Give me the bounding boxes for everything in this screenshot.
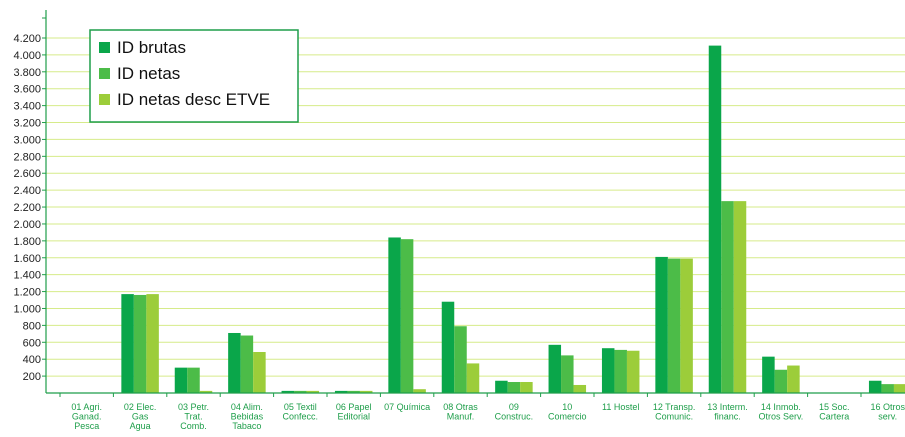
bar [762,356,775,393]
y-tick-label: 1.000 [13,303,41,315]
bar [388,237,401,393]
legend-label: ID brutas [117,38,186,57]
bar [121,294,134,393]
x-category-label: 07 Química [384,402,430,412]
bar [133,294,147,393]
y-tick-label: 1.800 [13,236,41,248]
y-tick-label: 3.000 [13,134,41,146]
bar [680,258,693,393]
bar [454,326,467,393]
x-category-labels: 01 Agri. Ganad. Pesca 02 Elec. Gas Agua 03 Pet… [71,402,905,431]
bar [187,367,200,393]
bar [733,201,747,393]
x-category-label: 05 Textil Confecc. [283,402,319,422]
bar [347,390,360,393]
y-tick-label: 3.600 [13,84,41,96]
y-tick-label: 2.000 [13,219,41,231]
x-category-label: 14 Inmob. Otros Serv. [758,402,803,422]
bar [520,382,533,393]
x-category-label: 09 Construc. [495,402,534,422]
legend-box [89,29,299,123]
bar [359,390,373,393]
y-tick-label: 1.600 [13,253,41,265]
bar [413,389,426,393]
bar-series [121,45,905,393]
legend-label: ID netas [117,64,180,83]
y-tick-label: 400 [23,354,41,366]
bar [466,363,480,393]
bar [228,332,241,393]
y-tick-label: 3.400 [13,101,41,113]
y-tick-label: 200 [23,371,41,383]
x-category-label: 04 Alim. Bebidas Tabaco [231,402,264,431]
bar [868,380,882,393]
bar [655,256,668,393]
bar [281,390,295,393]
bar [400,239,414,393]
bar [146,294,159,393]
legend-swatch [99,94,110,105]
bar [441,301,455,393]
x-category-label: 11 Hostel [602,402,639,412]
y-tick-label: 2.600 [13,168,41,180]
bar [294,390,307,393]
bar [601,348,615,393]
bar [626,350,640,393]
bar [507,382,521,393]
y-tick-label: 4.200 [13,33,41,45]
bar [721,201,734,393]
y-tick-label: 800 [23,320,41,332]
bar [306,390,320,393]
y-tick-labels: 200 400 600 800 1.000 1.200 1.400 1.600 1.800 2.0… [13,33,41,383]
bar [893,384,905,393]
y-tick-label: 2.200 [13,202,41,214]
x-category-label: 03 Petr. Trat. Comb. [178,402,209,431]
x-category-label: 16 Otros serv. [870,402,905,422]
bar [240,335,254,393]
y-tick-label: 600 [23,337,41,349]
y-tick-label: 4.000 [13,50,41,62]
x-category-label: 13 Interm. financ. [707,402,748,422]
y-tick-label: 2.400 [13,185,41,197]
y-tick-label: 1.200 [13,287,41,299]
x-category-label: 02 Elec. Gas Agua [124,402,157,431]
y-tick-label: 1.400 [13,270,41,282]
y-tick-label: 3.200 [13,118,41,130]
legend: ID brutas ID netas ID netas desc ETVE [89,29,299,123]
bar [253,352,266,393]
legend-swatch [99,68,110,79]
x-category-label: 12 Transp. Comunic. [653,402,696,422]
legend-label: ID netas desc ETVE [117,90,270,109]
axes [42,10,905,397]
x-category-label: 15 Soc. Cartera [819,402,850,422]
bar [561,355,574,393]
bar [667,258,681,393]
bar [495,380,508,393]
bar [174,367,188,393]
x-category-label: 06 Papel Editorial [336,402,372,422]
y-tick-label: 2.800 [13,151,41,163]
bar [614,349,627,393]
legend-swatch [99,42,110,53]
bar [787,365,800,393]
x-category-label: 08 Otras Manuf. [443,402,478,422]
bar [774,369,788,393]
grid-lines [46,37,905,377]
x-category-label: 10 Comercio [548,402,587,422]
bar [881,384,894,393]
bar [548,344,562,393]
y-tick-label: 3.800 [13,67,41,79]
bar [708,45,722,393]
bar [573,384,587,393]
bar [199,390,213,393]
bar [334,390,348,393]
x-category-label: 01 Agri. Ganad. Pesca [71,402,102,431]
